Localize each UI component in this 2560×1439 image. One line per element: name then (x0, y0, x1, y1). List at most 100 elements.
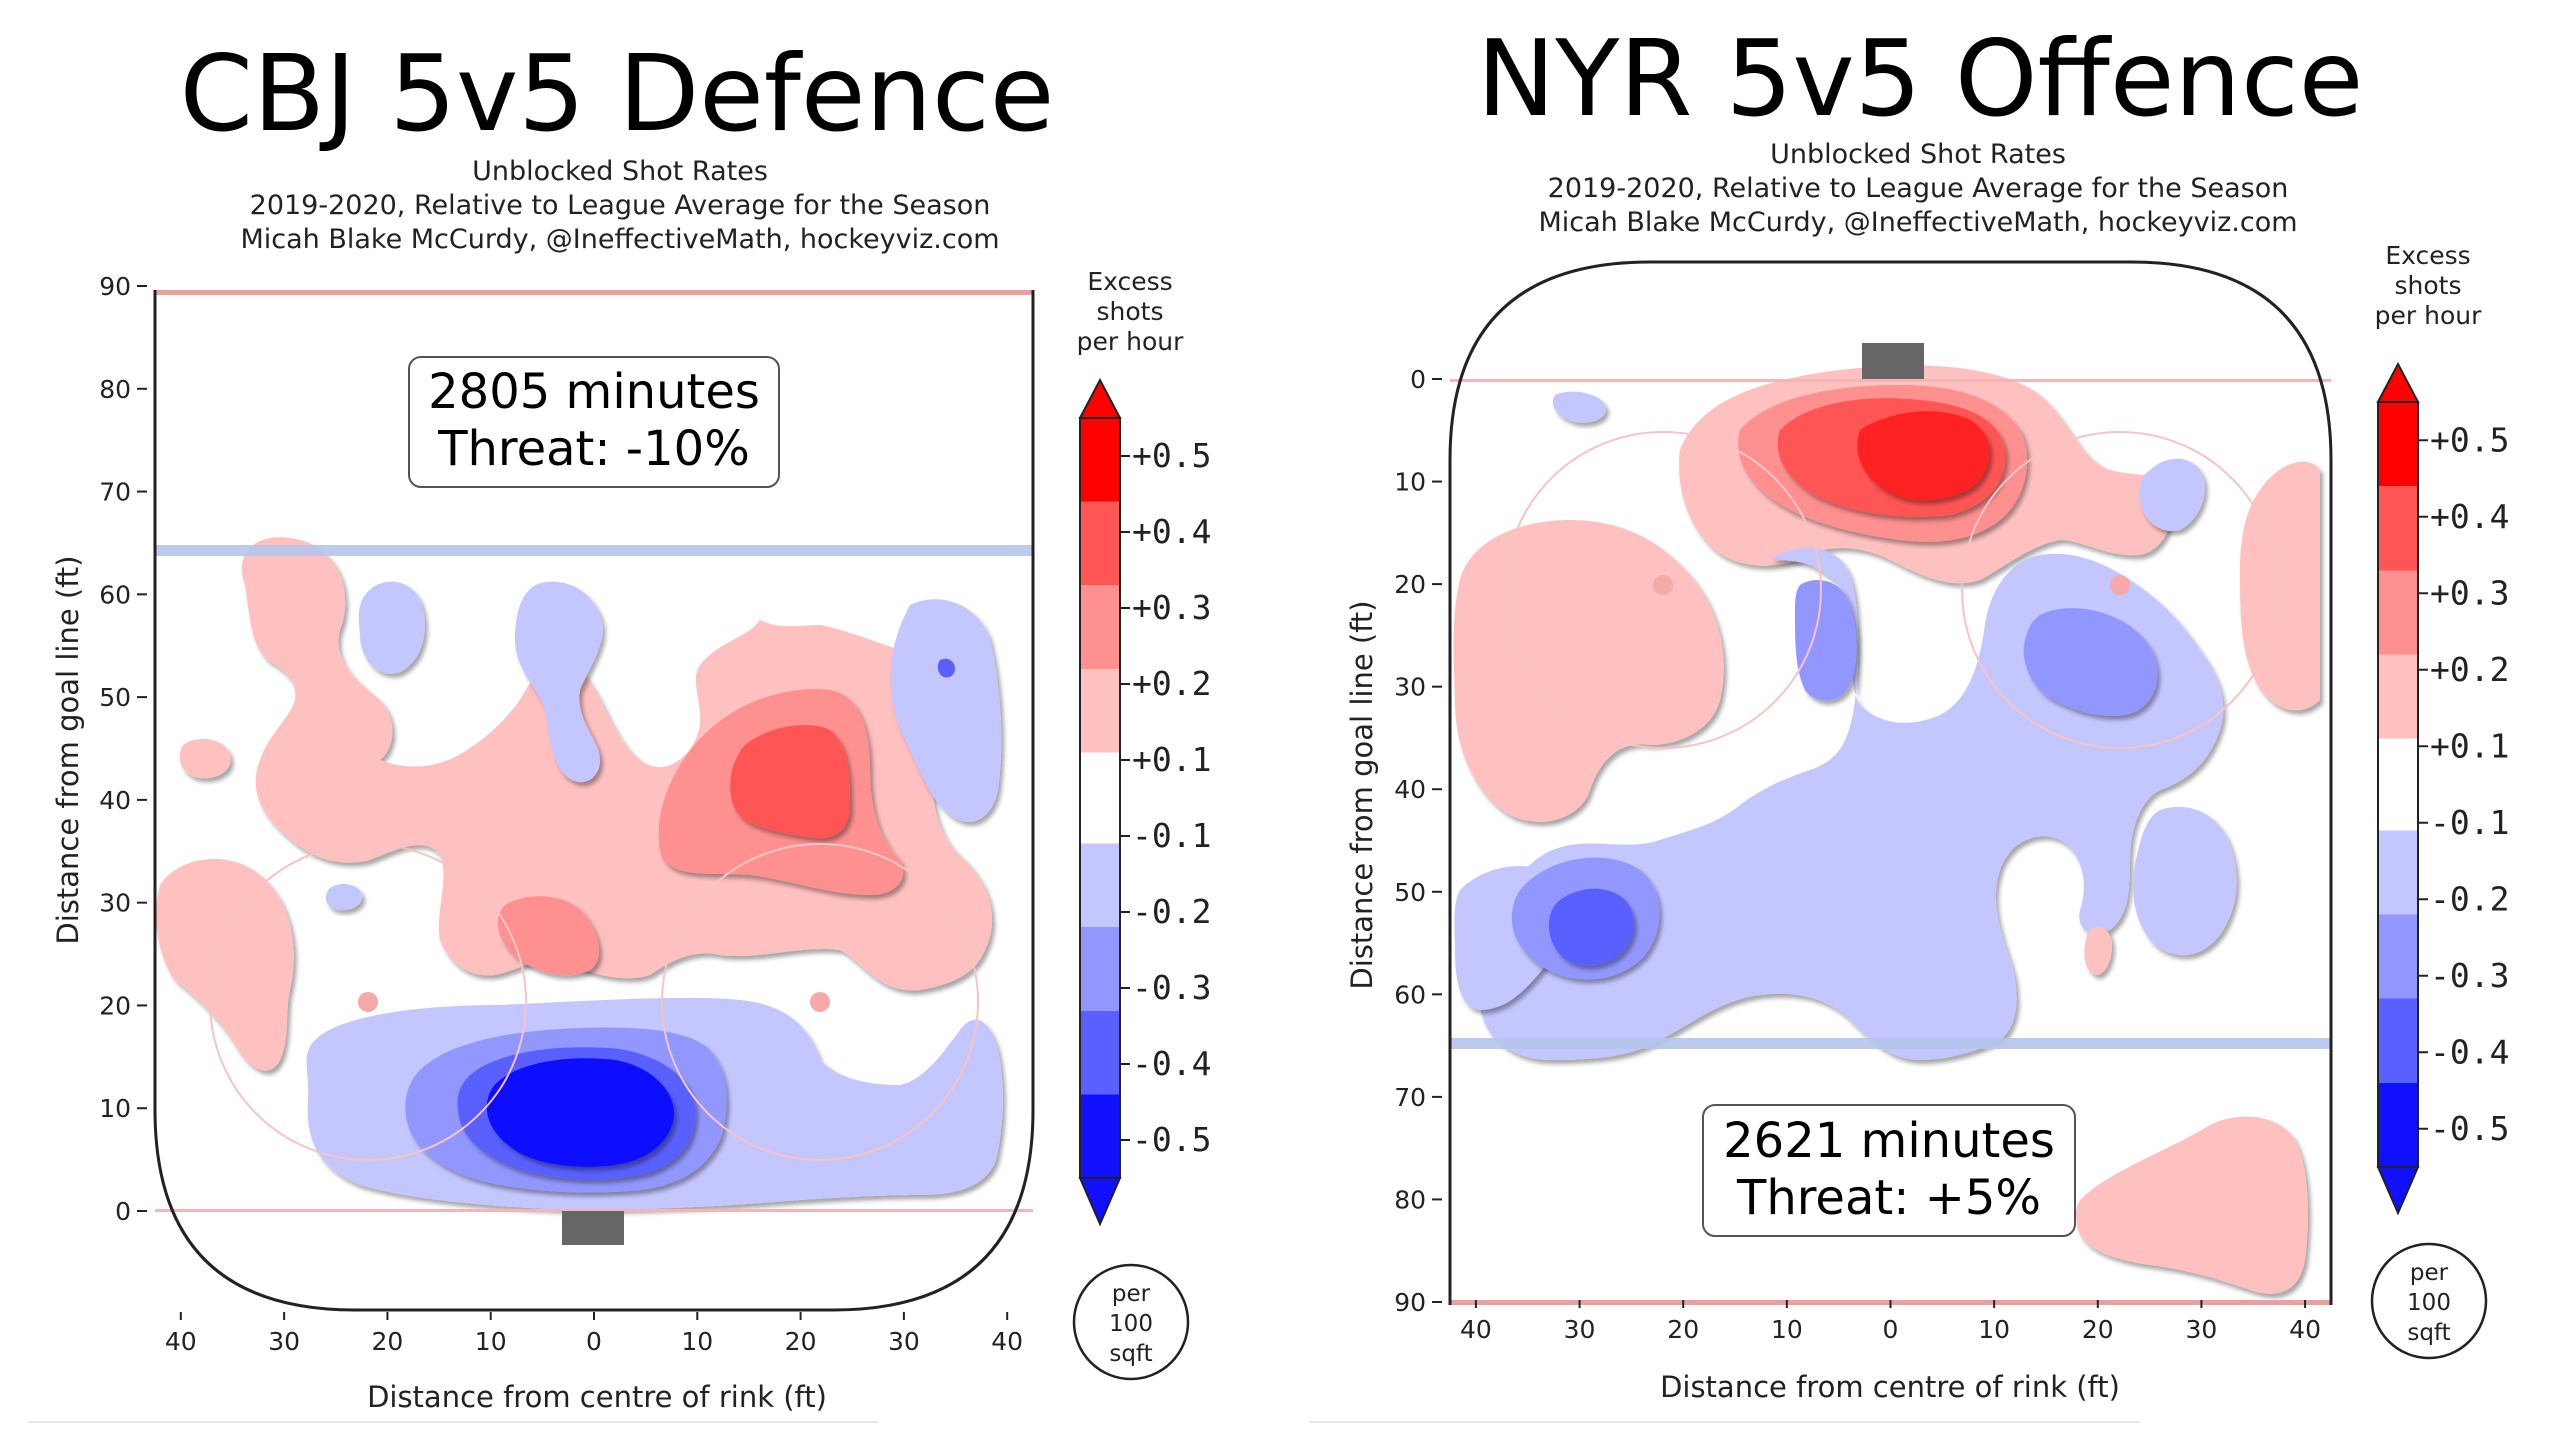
colorbar-top-arrow (2376, 361, 2420, 403)
goal-line (155, 1209, 1033, 1212)
x-tick-label: 40 (2289, 1315, 2321, 1344)
faceoff-circle (1961, 431, 2279, 749)
heat-region-negative-dot (937, 658, 956, 678)
x-tick-label: 40 (991, 1327, 1023, 1356)
x-tick-label: 20 (2082, 1315, 2114, 1344)
colorbar: Excess shots per hour +0.5+0.4+0.3+0.2+0… (2370, 241, 2509, 1360)
y-tick-label: 20 (99, 991, 131, 1020)
heat-region-negative (1552, 391, 1606, 423)
blue-line (1450, 1038, 2331, 1049)
colorbar-tick-label: -0.1 (2430, 803, 2509, 842)
colorbar-tick-label: -0.3 (1132, 968, 1211, 1007)
faceoff-circle (1504, 431, 1822, 749)
colorbar-tick-label: -0.1 (1132, 816, 1211, 855)
centre-red-line (155, 290, 1033, 295)
threat-annotation: 2621 minutes Threat: +5% (1702, 1104, 2076, 1237)
y-tick-label: 60 (99, 580, 131, 609)
heat-region-positive-max (1857, 411, 1990, 501)
x-tick-label: 10 (1978, 1315, 2010, 1344)
colorbar-tick-label: -0.4 (2430, 1032, 2509, 1071)
colorbar-title-line-2: shots (1097, 297, 1164, 326)
chart-title: NYR 5v5 Offence (1477, 18, 2364, 140)
colorbar-tick-label: +0.3 (1132, 588, 1211, 627)
heat-region-negative-mid (2023, 608, 2158, 717)
y-axis-label: Distance from goal line (ft) (51, 555, 85, 944)
heat-region-negative (2133, 806, 2237, 956)
y-tick-label: 40 (99, 786, 131, 815)
x-tick-label: 40 (165, 1327, 197, 1356)
colorbar-ticks: +0.5 +0.4 +0.3 +0.2 +0.1 -0.1 -0.2 -0.3 -0.4 -0.5 (1120, 436, 1211, 1159)
colorbar-title-line-3: per hour (2375, 301, 2482, 330)
x-tick-label: 20 (372, 1327, 404, 1356)
heat-region-negative-mid (1795, 580, 1857, 701)
faceoff-dot (358, 992, 378, 1012)
colorbar-title-line-1: Excess (2385, 241, 2470, 270)
x-tick-label: 10 (681, 1327, 713, 1356)
colorbar-body (1079, 417, 1121, 1179)
heat-region-negative (358, 581, 425, 674)
colorbar: Excess shots per hour +0.5+0.4+0.3+0.2+0… (1072, 267, 1211, 1381)
colorbar-ticks: +0.5 +0.4 +0.3 +0.2 +0.1 -0.1 -0.2 -0.3 -0.4 -0.5 (2418, 420, 2509, 1148)
x-tick-label: 10 (1771, 1315, 1803, 1344)
unit-badge (1072, 1263, 1190, 1381)
blue-line (155, 545, 1033, 556)
heat-region-negative (325, 884, 363, 911)
x-tick-label: 20 (785, 1327, 817, 1356)
y-tick-label: 50 (1394, 878, 1426, 907)
heat-region-negative (515, 581, 603, 783)
faceoff-dot (810, 992, 830, 1012)
annotation-box (1702, 1104, 2076, 1237)
annotation-threat: Threat: +5% (1736, 1170, 2041, 1226)
colorbar-title-line-2: shots (2395, 271, 2462, 300)
chart-subtitle-line-1: Unblocked Shot Rates (1770, 139, 2066, 170)
unit-badge-line-1: per (2410, 1260, 2449, 1286)
rink-markings (153, 290, 1035, 1312)
colorbar-tick-label: +0.1 (1132, 740, 1211, 779)
unit-badge-line-3: sqft (2407, 1320, 2450, 1346)
colorbar-tick-label: +0.2 (2430, 650, 2509, 689)
colorbar-tick-label: +0.5 (2430, 420, 2509, 459)
faceoff-circle (209, 843, 527, 1161)
rink-boards (153, 290, 1035, 1312)
x-axis-label: Distance from centre of rink (ft) (1660, 1370, 2120, 1404)
colorbar-tick-label: +0.4 (2430, 497, 2509, 536)
x-tick-label: 30 (268, 1327, 300, 1356)
colorbar-tick-label: -0.5 (2430, 1109, 2509, 1148)
colorbar-title-line-3: per hour (1077, 327, 1184, 356)
heat-region-positive-mid (497, 896, 600, 976)
unit-badge-line-1: per (1112, 1281, 1151, 1307)
colorbar-body (2377, 401, 2419, 1168)
heat-region-positive (155, 858, 294, 1071)
x-tick-label: 40 (1460, 1315, 1492, 1344)
colorbar-tick-label: +0.5 (1132, 436, 1211, 475)
y-tick-label: 90 (99, 272, 131, 301)
y-tick-label: 70 (99, 478, 131, 507)
colorbar-tick-label: -0.2 (1132, 892, 1211, 931)
threat-annotation: 2805 minutes Threat: -10% (408, 356, 780, 488)
colorbar-title-line-1: Excess (1087, 267, 1172, 296)
y-tick-label: 80 (99, 375, 131, 404)
x-tick-label: 0 (586, 1327, 602, 1356)
goal-net (562, 1211, 624, 1245)
x-tick-label: 30 (2186, 1315, 2218, 1344)
y-tick-label: 10 (99, 1094, 131, 1123)
y-tick-label: 0 (1410, 365, 1426, 394)
y-tick-label: 80 (1394, 1185, 1426, 1214)
heat-region-positive (1453, 520, 1724, 822)
heat-region-positive (2240, 461, 2320, 711)
heat-region-positive (241, 537, 993, 991)
colorbar-bottom-arrow (2376, 1166, 2420, 1216)
axes: 40 30 20 10 0 10 20 30 40 0 10 20 30 40 50 60 70 80 90 (1394, 365, 2321, 1344)
heat-region-negative (890, 599, 1002, 822)
colorbar-tick-label: -0.4 (1132, 1044, 1211, 1083)
annotation-box (408, 356, 780, 488)
chart-title: CBJ 5v5 Defence (180, 33, 1055, 155)
chart-cbj-defence: CBJ 5v5 Defence Unblocked Shot Rates 201… (51, 33, 1211, 1414)
chart-subtitle-line-2: 2019-2020, Relative to League Average fo… (1548, 173, 2289, 204)
heat-region-positive (2075, 1116, 2308, 1294)
heat-region-negative-max (486, 1058, 675, 1167)
colorbar-tick-label: -0.3 (2430, 956, 2509, 995)
annotation-threat: Threat: -10% (437, 421, 750, 477)
heatmap-regions (1453, 365, 2320, 1294)
heat-region-negative-strong (1548, 888, 1634, 966)
